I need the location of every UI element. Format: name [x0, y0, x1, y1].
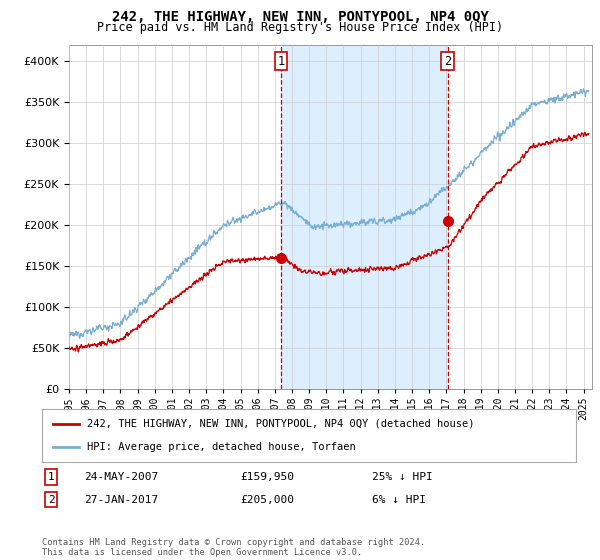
Text: Contains HM Land Registry data © Crown copyright and database right 2024.
This d: Contains HM Land Registry data © Crown c… [42, 538, 425, 557]
Bar [281, 45, 448, 389]
Text: 24-MAY-2007: 24-MAY-2007 [84, 472, 158, 482]
Text: £205,000: £205,000 [240, 494, 294, 505]
Text: Price paid vs. HM Land Registry's House Price Index (HPI): Price paid vs. HM Land Registry's House … [97, 21, 503, 34]
Text: 6% ↓ HPI: 6% ↓ HPI [372, 494, 426, 505]
Text: 2: 2 [47, 494, 55, 505]
Text: 2: 2 [444, 55, 451, 68]
Text: 27-JAN-2017: 27-JAN-2017 [84, 494, 158, 505]
Text: 242, THE HIGHWAY, NEW INN, PONTYPOOL, NP4 0QY (detached house): 242, THE HIGHWAY, NEW INN, PONTYPOOL, NP… [88, 419, 475, 429]
Text: HPI: Average price, detached house, Torfaen: HPI: Average price, detached house, Torf… [88, 442, 356, 452]
Text: 1: 1 [47, 472, 55, 482]
Text: £159,950: £159,950 [240, 472, 294, 482]
Text: 25% ↓ HPI: 25% ↓ HPI [372, 472, 433, 482]
Text: 242, THE HIGHWAY, NEW INN, PONTYPOOL, NP4 0QY: 242, THE HIGHWAY, NEW INN, PONTYPOOL, NP… [112, 10, 488, 24]
Text: 1: 1 [278, 55, 285, 68]
